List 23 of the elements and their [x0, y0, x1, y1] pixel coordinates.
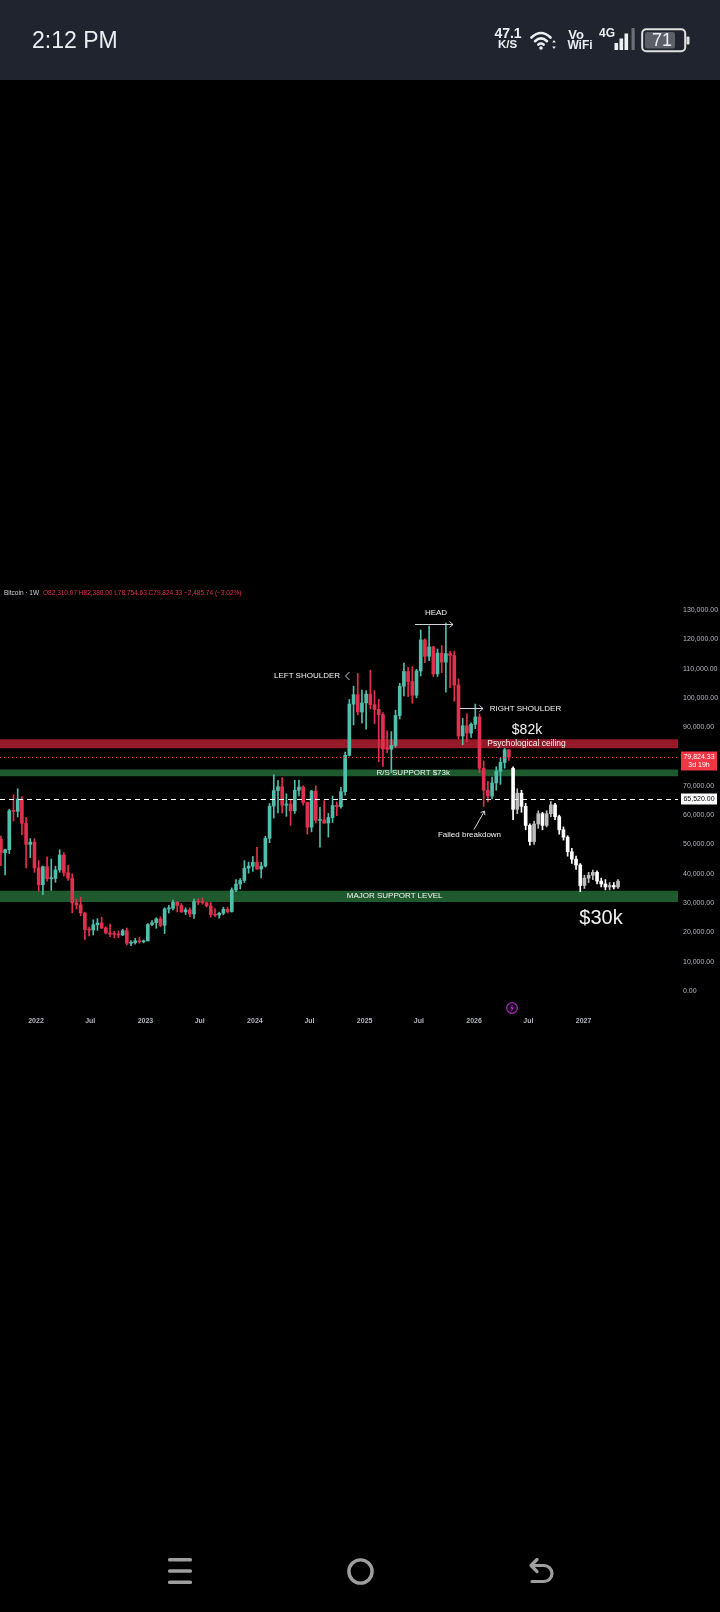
text: 2:12 PM	[32, 26, 118, 53]
annotation: Psychological ceiling	[487, 737, 567, 748]
text: 71	[651, 30, 673, 50]
candlestick	[259, 862, 264, 879]
candlestick	[196, 898, 201, 905]
annotation: LEFT SHOULDER	[273, 670, 341, 680]
candlestick	[364, 690, 368, 730]
annotation: $82k	[511, 721, 543, 737]
candlestick	[376, 699, 381, 763]
candlestick	[334, 801, 339, 817]
annotation: MAJOR SUPPORT LEVEL	[346, 891, 444, 901]
candlestick	[318, 806, 322, 848]
text: K/S	[497, 37, 518, 51]
annotation: R/S SUPPORT $73k	[376, 767, 451, 777]
candlestick	[444, 622, 448, 693]
annotation: Failed breakdown	[437, 830, 502, 839]
candlestick	[49, 858, 54, 891]
annotation: RIGHT SHOULDER	[489, 703, 562, 713]
annotation: $30k	[579, 905, 623, 928]
text: 4G	[598, 26, 616, 41]
candlestick	[250, 856, 255, 872]
annotation: HEAD	[424, 607, 448, 617]
candlestick	[28, 838, 33, 858]
